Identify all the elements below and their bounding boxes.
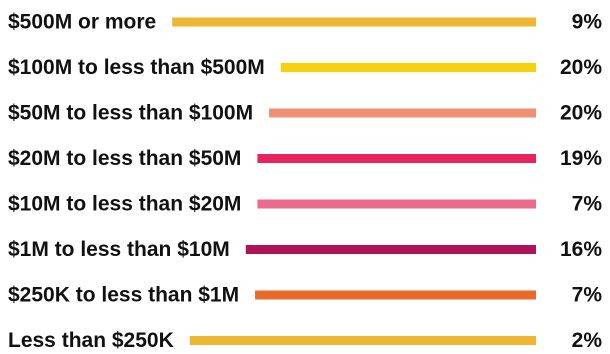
bar [257,199,536,209]
category-label: $500M or more [8,11,156,34]
value-label: 20% [560,102,602,125]
category-label: $100M to less than $500M [8,56,265,79]
value-label: 20% [560,56,602,79]
value-label: 19% [560,147,602,170]
value-label: 2% [572,329,603,352]
category-label: $1M to less than $10M [8,238,230,261]
category-label: Less than $250K [8,329,174,352]
bar [245,245,536,254]
value-label: 16% [560,238,602,261]
category-label: $250K to less than $1M [8,284,239,307]
value-label: 7% [572,284,603,307]
category-label: $20M to less than $50M [8,147,241,170]
bar [280,63,536,72]
value-label: 9% [572,11,603,34]
category-label: $50M to less than $100M [8,102,253,125]
bar [172,17,536,27]
bar [269,108,536,118]
value-label: 7% [572,193,603,216]
bar [257,154,536,163]
bar [189,336,536,345]
category-label: $10M to less than $20M [8,193,241,216]
bar [255,290,536,300]
